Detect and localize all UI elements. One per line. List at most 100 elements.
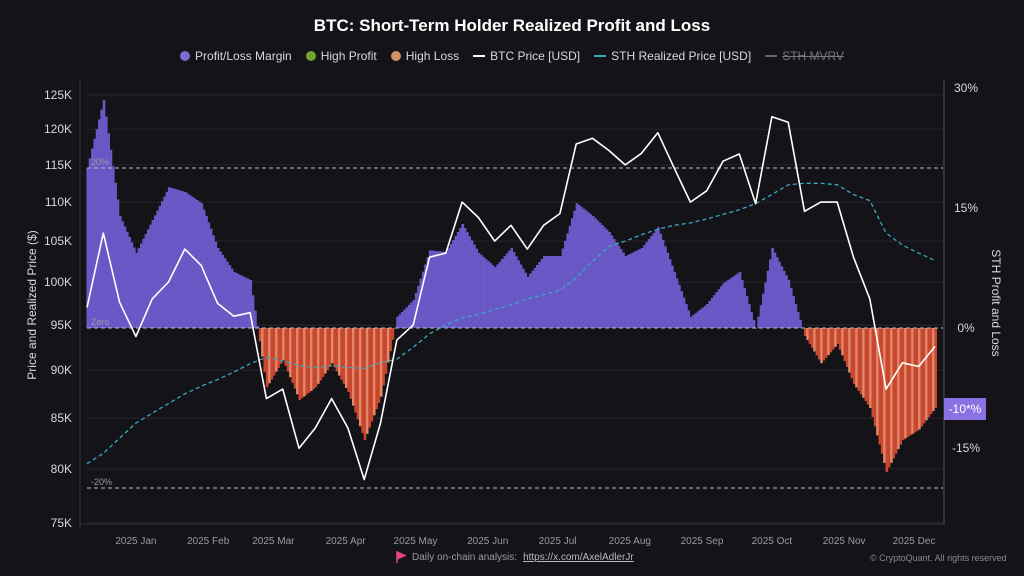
margin-bar: [589, 214, 593, 328]
margin-bar: [237, 274, 241, 328]
margin-bar: [673, 272, 677, 328]
margin-bar: [510, 248, 513, 328]
margin-bar: [587, 212, 590, 328]
margin-bar: [261, 328, 264, 357]
margin-bar: [920, 328, 924, 427]
legend-item-high-profit[interactable]: High Profit: [305, 49, 377, 63]
margin-bar: [831, 328, 835, 350]
margin-bar: [202, 209, 206, 328]
margin-bar: [925, 328, 928, 421]
margin-bar: [850, 328, 854, 379]
margin-bar: [216, 248, 220, 328]
margin-bar: [86, 168, 89, 328]
margin-bar: [417, 285, 420, 328]
margin-bar: [114, 182, 117, 328]
margin-bar: [624, 256, 628, 328]
margin-bar: [419, 278, 423, 328]
margin-bar: [794, 304, 798, 328]
margin-bar: [405, 307, 409, 328]
x-tick: 2025 Feb: [187, 536, 230, 547]
margin-bar: [787, 280, 791, 328]
margin-bar: [748, 304, 751, 328]
margin-bar: [815, 328, 819, 356]
margin-bar: [522, 268, 525, 328]
x-tick: 2025 Oct: [752, 536, 793, 547]
margin-bar: [223, 258, 227, 328]
legend-item-margin[interactable]: Profit/Loss Margin: [180, 49, 292, 63]
margin-bar: [915, 328, 919, 432]
margin-bar: [298, 328, 301, 400]
margin-bar: [240, 275, 243, 328]
margin-bar: [279, 328, 283, 364]
margin-bar: [715, 292, 719, 328]
legend-item-btc-price[interactable]: BTC Price [USD]: [473, 49, 580, 63]
margin-bar: [177, 189, 180, 328]
margin-bar: [244, 277, 248, 328]
margin-bar: [638, 249, 642, 328]
margin-bar: [734, 275, 737, 328]
margin-bar: [515, 256, 518, 328]
margin-bar: [473, 244, 476, 328]
margin-bar: [757, 316, 760, 328]
margin-bar: [195, 200, 199, 328]
x-tick: 2025 Jun: [467, 536, 508, 547]
margin-bar: [619, 249, 623, 328]
margin-bar: [482, 256, 486, 328]
margin-bar: [745, 296, 749, 328]
margin-bar: [547, 256, 551, 328]
margin-bar: [368, 328, 371, 428]
margin-bar: [538, 261, 541, 328]
legend-item-high-loss[interactable]: High Loss: [390, 49, 459, 63]
footer-link[interactable]: https://x.com/AxelAdlerJr: [523, 551, 634, 563]
margin-bar: [98, 119, 101, 328]
margin-bar: [344, 328, 348, 388]
margin-bar: [752, 320, 756, 328]
margin-bar: [214, 241, 218, 328]
margin-bar: [508, 250, 511, 328]
margin-bar: [657, 227, 660, 328]
margin-bar: [750, 312, 753, 328]
margin-bar: [848, 328, 851, 373]
margin-bar: [594, 218, 597, 328]
margin-bar: [869, 328, 872, 408]
legend-item-sth-realized[interactable]: STH Realized Price [USD]: [594, 49, 751, 63]
margin-bar: [291, 328, 295, 383]
reference-line-label: Zero: [91, 317, 110, 327]
margin-bar: [887, 328, 891, 468]
y-tick-left: 85K: [51, 411, 72, 425]
margin-bar: [230, 268, 234, 328]
x-tick: 2025 Jul: [539, 536, 577, 547]
margin-bar: [249, 280, 253, 328]
margin-bar: [533, 267, 537, 328]
margin-bar: [475, 248, 479, 328]
margin-bar: [277, 328, 281, 368]
x-tick: 2025 Aug: [609, 536, 651, 547]
margin-bar: [675, 278, 679, 328]
margin-bar: [820, 328, 823, 364]
margin-bar: [153, 215, 157, 328]
margin-bar: [365, 328, 369, 434]
margin-bar: [771, 248, 774, 328]
btc-price-line: [86, 115, 936, 481]
margin-bar: [459, 228, 462, 328]
margin-bar: [699, 309, 702, 328]
margin-bar: [759, 305, 763, 328]
margin-bar: [382, 328, 385, 386]
margin-bar: [342, 328, 346, 384]
x-tick: 2025 Sep: [681, 536, 724, 547]
margin-bar: [119, 216, 122, 328]
margin-bar: [191, 196, 194, 328]
margin-bar: [768, 259, 772, 328]
y-tick-left: 115K: [45, 158, 72, 172]
footer-text: Daily on-chain analysis:: [412, 551, 518, 563]
x-tick: 2025 Mar: [252, 536, 295, 547]
y-tick-right: 30%: [954, 81, 978, 95]
margin-bar: [834, 328, 837, 347]
margin-bar: [685, 304, 688, 328]
margin-bar: [573, 210, 576, 328]
x-tick: 2025 Nov: [823, 536, 866, 547]
margin-bar: [608, 232, 611, 328]
legend-item-sth-mvrv[interactable]: STH MVRV: [765, 49, 844, 63]
margin-bar: [470, 240, 474, 328]
legend-swatch: [305, 51, 316, 61]
